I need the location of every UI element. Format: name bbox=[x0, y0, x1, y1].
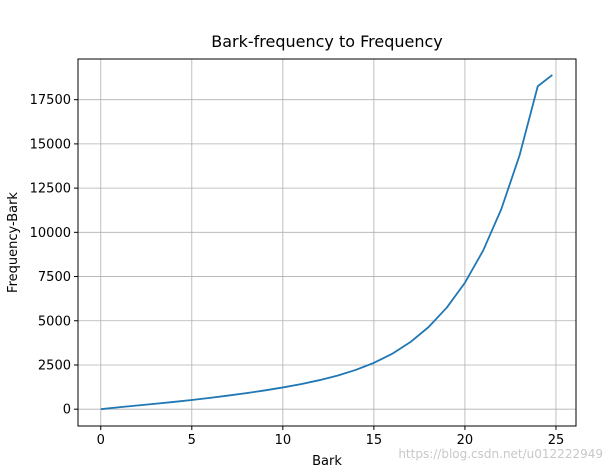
y-tick-label: 17500 bbox=[30, 93, 71, 108]
chart-title: Bark-frequency to Frequency bbox=[211, 32, 443, 51]
y-tick-label: 12500 bbox=[30, 182, 71, 197]
y-tick-label: 2500 bbox=[38, 358, 71, 373]
x-axis-label: Bark bbox=[312, 454, 342, 469]
x-tick-label: 15 bbox=[366, 433, 383, 448]
y-tick-label: 7500 bbox=[38, 270, 71, 285]
series-layer bbox=[100, 74, 553, 411]
y-tick-label: 10000 bbox=[30, 226, 71, 241]
y-tick-label: 5000 bbox=[38, 314, 71, 329]
y-tick-label: 15000 bbox=[30, 137, 71, 152]
x-tick-label: 25 bbox=[548, 433, 565, 448]
y-axis-label: Frequency-Bark bbox=[6, 192, 21, 293]
x-tick-label: 10 bbox=[275, 433, 292, 448]
grid bbox=[78, 59, 576, 426]
y-tick-label: 0 bbox=[63, 403, 71, 418]
axes-frame bbox=[77, 58, 577, 427]
x-tick-label: 0 bbox=[97, 433, 105, 448]
watermark: https://blog.csdn.net/u012222949 bbox=[398, 447, 603, 461]
series-line bbox=[100, 74, 553, 411]
x-tick-label: 20 bbox=[457, 433, 474, 448]
ticks-layer: 0 5 10 15 20 25 0 2500 5000 7500 10000 12500 15000 17… bbox=[30, 93, 565, 448]
x-tick-label: 5 bbox=[188, 433, 196, 448]
